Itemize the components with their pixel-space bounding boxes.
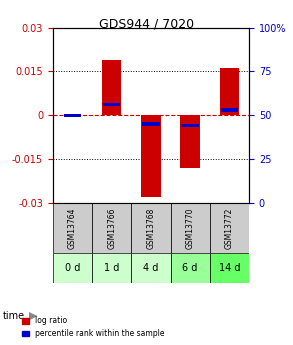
Bar	[141, 115, 161, 197]
Text: time: time	[3, 311, 25, 321]
Bar	[102, 60, 121, 115]
FancyBboxPatch shape	[210, 253, 249, 283]
Bar	[221, 108, 238, 111]
FancyBboxPatch shape	[210, 203, 249, 253]
FancyBboxPatch shape	[171, 203, 210, 253]
FancyBboxPatch shape	[171, 253, 210, 283]
Bar	[64, 114, 81, 117]
Bar	[180, 115, 200, 168]
Text: GSM13768: GSM13768	[146, 207, 155, 248]
Text: 14 d: 14 d	[219, 263, 240, 273]
Legend: log ratio, percentile rank within the sample: log ratio, percentile rank within the sa…	[18, 313, 168, 341]
FancyBboxPatch shape	[92, 253, 131, 283]
FancyBboxPatch shape	[131, 203, 171, 253]
FancyBboxPatch shape	[53, 253, 92, 283]
FancyBboxPatch shape	[131, 253, 171, 283]
Bar	[103, 103, 120, 106]
Text: GSM13770: GSM13770	[186, 207, 195, 249]
Text: ▶: ▶	[29, 311, 38, 321]
Bar	[142, 122, 160, 126]
Text: GSM13772: GSM13772	[225, 207, 234, 248]
Bar	[181, 124, 199, 127]
FancyBboxPatch shape	[92, 203, 131, 253]
Bar	[220, 68, 239, 115]
FancyBboxPatch shape	[53, 203, 92, 253]
Text: GSM13764: GSM13764	[68, 207, 77, 249]
Text: 6 d: 6 d	[183, 263, 198, 273]
Text: 0 d: 0 d	[65, 263, 80, 273]
Text: GDS944 / 7020: GDS944 / 7020	[99, 17, 194, 30]
Text: GSM13766: GSM13766	[107, 207, 116, 249]
Text: 1 d: 1 d	[104, 263, 119, 273]
Text: 4 d: 4 d	[143, 263, 159, 273]
